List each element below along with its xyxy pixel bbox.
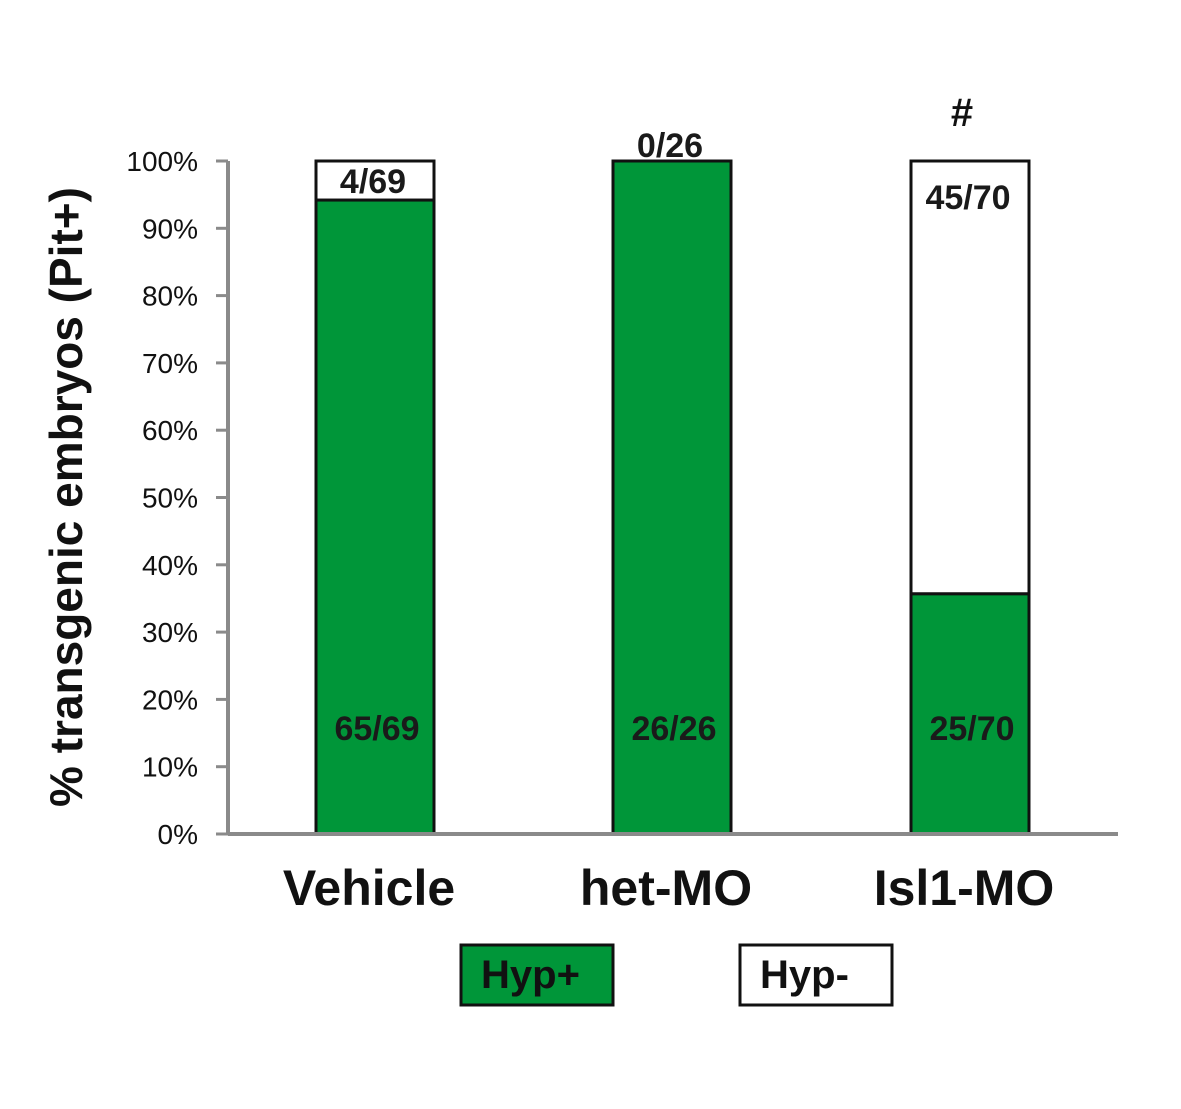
y-tick-label: 70% xyxy=(142,348,198,379)
bar-hyp--0 xyxy=(314,198,436,836)
data-label-hyp-plus: 65/69 xyxy=(334,710,419,748)
y-tick-label: 20% xyxy=(142,684,198,715)
bar-hyp--0 xyxy=(314,159,436,202)
data-label-hyp-minus: 0/26 xyxy=(637,127,703,165)
legend-label: Hyp- xyxy=(760,953,849,997)
y-tick-label: 60% xyxy=(142,415,198,446)
y-axis-title: % transgenic embryos (Pit+) xyxy=(40,187,92,807)
y-axis-ticks: 0% 10% 20% 30% 40% 50% 60% 70% 80% 90% 100% xyxy=(126,146,228,850)
y-tick-label: 50% xyxy=(142,483,198,514)
bars xyxy=(314,159,1031,836)
bar-hyp--1 xyxy=(611,159,733,836)
data-label-hyp-minus: 45/70 xyxy=(925,179,1010,217)
category-labels: Vehicle het-MO Isl1-MO xyxy=(283,860,1054,916)
data-label-hyp-plus: 26/26 xyxy=(631,710,716,748)
data-label-hyp-minus: 4/69 xyxy=(340,163,406,201)
category-label: Vehicle xyxy=(283,860,455,916)
category-label: het-MO xyxy=(580,860,752,916)
legend-swatch-1 xyxy=(738,943,894,1007)
bar-hyp--2 xyxy=(909,592,1031,836)
data-labels: 65/69 4/69 26/26 0/26 25/70 45/70 # xyxy=(334,91,1014,748)
significance-marker: # xyxy=(951,91,973,135)
legend: Hyp+ Hyp- xyxy=(459,943,894,1007)
data-label-hyp-plus: 25/70 xyxy=(929,710,1014,748)
y-tick-label: 40% xyxy=(142,550,198,581)
y-tick-label: 90% xyxy=(142,213,198,244)
y-tick-label: 0% xyxy=(158,819,198,850)
legend-label: Hyp+ xyxy=(481,953,580,997)
bar-hyp--2 xyxy=(909,159,1031,596)
y-tick-label: 10% xyxy=(142,752,198,783)
legend-swatch-0 xyxy=(459,943,615,1007)
category-label: Isl1-MO xyxy=(874,860,1055,916)
y-tick-label: 80% xyxy=(142,281,198,312)
y-tick-label: 100% xyxy=(126,146,198,177)
y-tick-label: 30% xyxy=(142,617,198,648)
